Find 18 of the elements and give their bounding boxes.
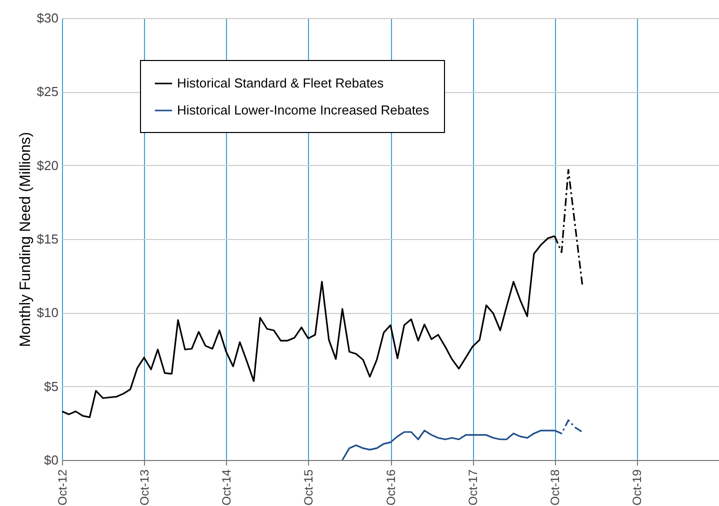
x-tick-label: Oct-17 — [466, 469, 480, 506]
x-tick-label: Oct-19 — [630, 469, 644, 506]
legend-label: Historical Standard & Fleet Rebates — [177, 76, 384, 90]
legend-label: Historical Lower-Income Increased Rebates — [177, 102, 430, 118]
y-tick-label: $30 — [36, 10, 58, 26]
x-tick-label: Oct-16 — [384, 469, 398, 506]
y-axis-title: Monthly Funding Need (Millions) — [16, 132, 34, 348]
x-tick-label: Oct-14 — [220, 469, 234, 506]
y-tick-label: $15 — [36, 232, 58, 246]
y-tick-label: $5 — [44, 378, 58, 394]
y-tick-label: $25 — [36, 84, 58, 100]
y-tick-label: $20 — [36, 158, 58, 173]
x-tick-label: Oct-18 — [548, 469, 562, 506]
x-tick-label: Oct-12 — [56, 469, 70, 506]
x-tick-label: Oct-15 — [302, 469, 316, 506]
x-tick-label: Oct-13 — [138, 469, 152, 506]
y-tick-label: $10 — [36, 305, 58, 320]
y-tick-label: $0 — [44, 452, 58, 468]
